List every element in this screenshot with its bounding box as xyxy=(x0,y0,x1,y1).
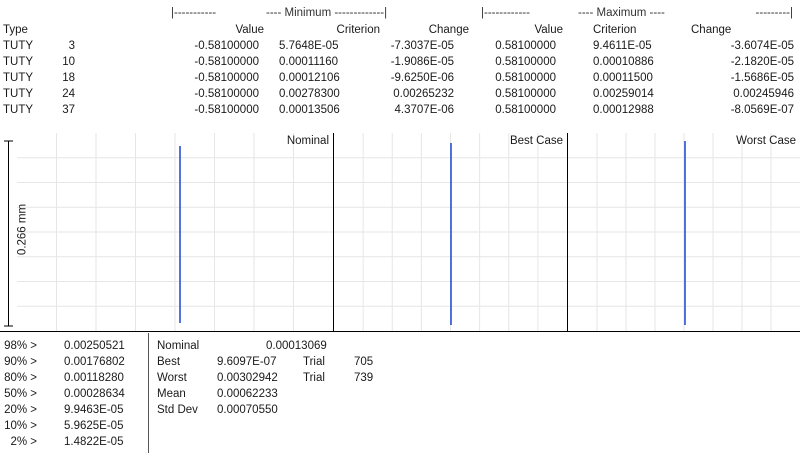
std-dev-value: 0.00070550 xyxy=(217,404,278,416)
nominal-plot-svg xyxy=(4,133,333,331)
col-max-value: Value xyxy=(534,24,563,36)
cell-min-value: -0.58100000 xyxy=(194,88,259,100)
percentile-value: 1.4822E-05 xyxy=(64,436,124,448)
cell-min-change: 0.00265232 xyxy=(393,88,454,100)
cell-type: TUTY xyxy=(3,40,34,52)
cell-id: 37 xyxy=(62,104,75,116)
cell-min-change: -1.9086E-05 xyxy=(390,56,454,68)
cell-type: TUTY xyxy=(3,72,34,84)
cell-min-value: -0.58100000 xyxy=(194,40,259,52)
cell-max-criterion: 0.00011500 xyxy=(593,72,653,84)
col-max-change: Change xyxy=(691,24,732,36)
percentile-label: 90% > xyxy=(4,356,37,368)
cell-min-change: 4.3707E-06 xyxy=(394,104,454,116)
cell-min-value: -0.58100000 xyxy=(194,104,259,116)
best-label: Best xyxy=(157,356,181,368)
maximum-group-right: ---------| xyxy=(755,7,793,19)
cell-id: 24 xyxy=(62,88,75,100)
percentile-label: 2% > xyxy=(10,436,37,448)
cell-max-criterion: 9.4611E-05 xyxy=(593,40,652,52)
worst-trial-number: 739 xyxy=(354,372,374,384)
cell-max-criterion: 0.00010886 xyxy=(593,56,654,68)
best-trial-number: 705 xyxy=(354,356,374,368)
cell-max-change: -2.1820E-05 xyxy=(730,56,794,68)
cell-type: TUTY xyxy=(3,104,34,116)
percentile-list: 98% > 0.00250521 90% > 0.00176802 80% > 0.001… xyxy=(0,333,148,453)
percentile-value: 0.00028634 xyxy=(64,388,125,400)
worst-trial-label: Trial xyxy=(303,372,325,384)
col-type: Type xyxy=(3,24,28,36)
col-min-value: Value xyxy=(235,24,264,36)
cell-min-criterion: 0.00012106 xyxy=(279,72,340,84)
cell-min-value: -0.58100000 xyxy=(194,56,259,68)
spot-diagram-area: Nominal 0.266 mm Best Case Worst Case xyxy=(0,133,800,333)
std-dev-label: Std Dev xyxy=(157,404,198,416)
percentile-value: 5.9625E-05 xyxy=(64,420,124,432)
cell-max-criterion: 0.00012988 xyxy=(593,104,654,116)
cell-min-change: -9.6250E-06 xyxy=(390,72,454,84)
plots-bottom-divider xyxy=(0,331,800,332)
statistics-area: 98% > 0.00250521 90% > 0.00176802 80% > 0.001… xyxy=(0,333,800,453)
cell-max-change: 0.00245946 xyxy=(733,88,794,100)
percentile-value: 0.00250521 xyxy=(64,340,125,352)
cell-max-value: 0.58100000 xyxy=(495,72,556,84)
percentile-label: 10% > xyxy=(4,420,37,432)
cell-max-value: 0.58100000 xyxy=(495,104,556,116)
percentile-label: 80% > xyxy=(4,372,37,384)
mean-label: Mean xyxy=(157,388,186,400)
cell-max-value: 0.58100000 xyxy=(495,88,556,100)
cell-id: 3 xyxy=(68,40,75,52)
mean-value: 0.00062233 xyxy=(217,388,278,400)
cell-max-change: -3.6074E-05 xyxy=(730,40,794,52)
maximum-group-header: ---- Maximum ---- xyxy=(578,7,665,19)
cell-min-change: -7.3037E-05 xyxy=(390,40,454,52)
col-min-change: Change xyxy=(428,24,469,36)
cell-max-change: -8.0569E-07 xyxy=(730,104,794,116)
panel-title-nominal: Nominal xyxy=(286,135,329,147)
cell-type: TUTY xyxy=(3,56,34,68)
cell-max-value: 0.58100000 xyxy=(495,40,556,52)
percentile-value: 0.00118280 xyxy=(64,372,124,384)
panel-title-worst-case: Worst Case xyxy=(736,135,796,147)
cell-max-value: 0.58100000 xyxy=(495,56,556,68)
tolerance-table: |----------- ---- Minimum -------------|… xyxy=(0,0,800,130)
cell-min-criterion: 5.7648E-05 xyxy=(279,40,339,52)
minimum-group-header: ---- Minimum -------------| xyxy=(266,7,388,19)
percentile-value: 9.9463E-05 xyxy=(64,404,124,416)
minimum-group-left: |----------- xyxy=(171,7,217,19)
cell-type: TUTY xyxy=(3,88,34,100)
cell-id: 10 xyxy=(62,56,75,68)
plot-panel-nominal: Nominal 0.266 mm xyxy=(0,133,333,331)
plot-panel-worst-case: Worst Case xyxy=(568,133,800,331)
panel-divider-1 xyxy=(333,133,334,332)
best-trial-label: Trial xyxy=(303,356,325,368)
best-value: 9.6097E-07 xyxy=(217,356,277,368)
worst-value: 0.00302942 xyxy=(217,372,278,384)
panel-title-best-case: Best Case xyxy=(509,135,563,147)
nominal-value: 0.00013069 xyxy=(266,340,327,352)
cell-min-value: -0.58100000 xyxy=(194,72,259,84)
percentile-label: 50% > xyxy=(4,388,37,400)
scale-label: 0.266 mm xyxy=(16,203,29,256)
maximum-group-left: |------------ xyxy=(481,7,530,19)
cell-min-criterion: 0.00011160 xyxy=(279,56,339,68)
stats-divider xyxy=(148,333,149,453)
worst-case-plot-svg xyxy=(568,133,800,331)
best-case-plot-svg xyxy=(334,133,567,331)
cell-max-criterion: 0.00259014 xyxy=(593,88,654,100)
cell-max-change: -1.5686E-05 xyxy=(730,72,794,84)
cell-min-criterion: 0.00278300 xyxy=(279,88,340,100)
nominal-label: Nominal xyxy=(157,340,200,352)
percentile-label: 98% > xyxy=(4,340,37,352)
cell-id: 18 xyxy=(62,72,75,84)
worst-label: Worst xyxy=(157,372,187,384)
plot-panel-best-case: Best Case xyxy=(334,133,567,331)
percentile-label: 20% > xyxy=(4,404,37,416)
panel-divider-2 xyxy=(567,133,568,332)
cell-min-criterion: 0.00013506 xyxy=(279,104,340,116)
col-min-criterion: Criterion xyxy=(336,24,380,36)
percentile-value: 0.00176802 xyxy=(64,356,125,368)
col-max-criterion: Criterion xyxy=(593,24,637,36)
